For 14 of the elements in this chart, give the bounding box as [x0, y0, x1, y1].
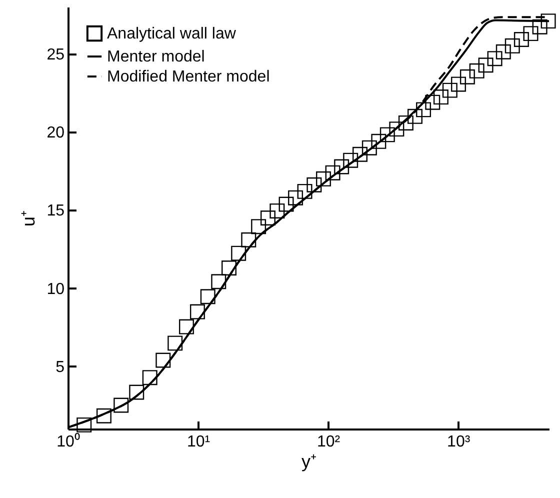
x-tick-label: 10¹: [186, 434, 210, 450]
x-tick-label: 10²: [317, 434, 341, 450]
x-axis-title: y⁺: [302, 452, 316, 472]
legend-label: Analytical wall law: [107, 26, 236, 42]
x-tick-label: 10⁰: [56, 432, 80, 450]
y-tick-label: 25: [46, 46, 65, 64]
y-tick-label: 20: [46, 124, 65, 142]
legend-label: Modified Menter model: [107, 68, 270, 86]
y-tick-label: 10: [46, 280, 65, 298]
y-tick-label: 5: [56, 358, 65, 376]
legend-label: Menter model: [107, 48, 205, 66]
x-tick-label: 10³: [447, 434, 471, 450]
y-tick-label: 15: [46, 202, 65, 220]
y-axis-title: u⁺: [18, 210, 39, 227]
